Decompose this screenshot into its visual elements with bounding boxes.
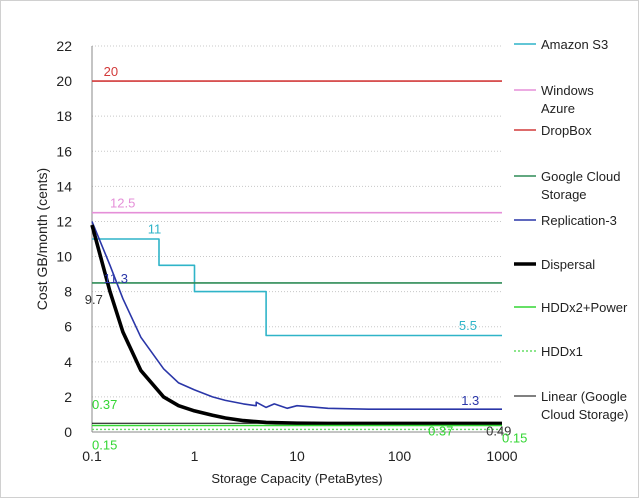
legend-label: Dispersal [541, 257, 595, 272]
x-tick-label: 1000 [486, 448, 517, 464]
x-tick-label: 100 [388, 448, 412, 464]
x-tick-label: 1 [191, 448, 199, 464]
data-label: 0.37 [92, 397, 117, 412]
legend-label: Storage [541, 187, 587, 202]
data-label: 20 [104, 64, 118, 79]
data-label: 9.7 [85, 292, 103, 307]
x-tick-label: 0.1 [82, 448, 102, 464]
y-tick-label: 2 [64, 389, 72, 405]
legend-label: HDDx1 [541, 344, 583, 359]
legend-label: Google Cloud [541, 169, 621, 184]
legend-label: Replication-3 [541, 213, 617, 228]
y-tick-label: 20 [56, 73, 72, 89]
series-line-replication-3 [91, 221, 502, 411]
data-label: 12.5 [110, 195, 135, 210]
data-label: 0.15 [502, 431, 527, 446]
y-axis-label: Cost GB/month (cents) [34, 168, 50, 310]
legend-label: Windows [541, 83, 594, 98]
x-axis-label: Storage Capacity (PetaBytes) [211, 471, 382, 486]
y-tick-label: 4 [64, 354, 72, 370]
data-label: 1.3 [461, 393, 479, 408]
data-label: 11 [148, 222, 162, 237]
y-tick-label: 22 [56, 38, 72, 54]
gridlines [92, 45, 502, 398]
y-tick-label: 16 [56, 143, 72, 159]
legend-label: Linear (Google [541, 389, 627, 404]
legend-label: Azure [541, 101, 575, 116]
series-line-amazon-s3 [92, 238, 502, 337]
y-tick-label: 0 [64, 424, 72, 440]
y-tick-label: 10 [56, 249, 72, 265]
y-tick-label: 8 [64, 284, 72, 300]
data-label: 5.5 [459, 318, 477, 333]
legend-label: Cloud Storage) [541, 407, 628, 422]
data-label: 11.3 [104, 271, 128, 286]
series-lines [90, 80, 502, 431]
legend-label: DropBox [541, 123, 592, 138]
y-tick-label: 6 [64, 319, 72, 335]
x-tick-label: 10 [289, 448, 305, 464]
y-tick-label: 14 [56, 178, 72, 194]
data-label: 0.49 [486, 424, 511, 439]
data-label: 0.15 [92, 438, 117, 453]
legend: Amazon S3 Windows Azure DropBox Google Cloud… [514, 37, 628, 422]
data-label: 0.37 [428, 424, 453, 439]
legend-label: Amazon S3 [541, 37, 608, 52]
y-tick-label: 12 [56, 213, 72, 229]
legend-label: HDDx2+Power [541, 300, 628, 315]
y-tick-label: 18 [56, 108, 72, 124]
